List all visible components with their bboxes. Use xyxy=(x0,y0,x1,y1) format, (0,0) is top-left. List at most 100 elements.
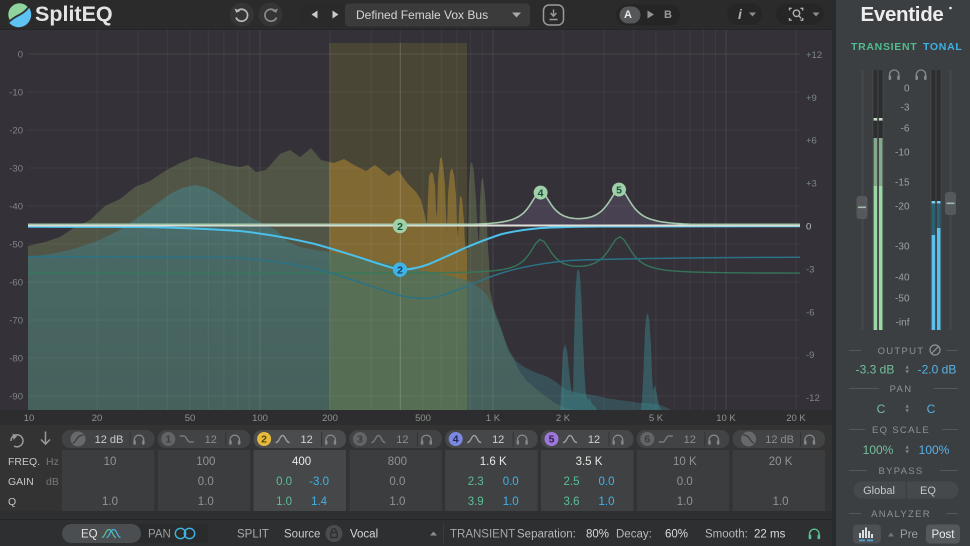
svg-text:-30: -30 xyxy=(895,242,910,253)
svg-text:2: 2 xyxy=(261,434,267,446)
svg-text:EQ: EQ xyxy=(81,529,98,541)
svg-text:Vocal: Vocal xyxy=(350,529,378,541)
svg-text:Hz: Hz xyxy=(46,456,59,468)
svg-text:3.9: 3.9 xyxy=(468,496,484,508)
svg-text:GAIN: GAIN xyxy=(8,476,34,488)
svg-text:60%: 60% xyxy=(665,529,688,541)
svg-text:0.0: 0.0 xyxy=(677,476,693,488)
svg-text:Smooth:: Smooth: xyxy=(705,529,748,541)
svg-text:1.0: 1.0 xyxy=(389,496,405,508)
svg-text:5: 5 xyxy=(616,184,622,196)
svg-text:+9: +9 xyxy=(806,93,817,104)
svg-text:10: 10 xyxy=(24,413,35,424)
svg-text:-50: -50 xyxy=(895,294,910,305)
svg-text:3.5 K: 3.5 K xyxy=(576,456,603,468)
svg-text:-30: -30 xyxy=(9,164,23,175)
svg-text:-15: -15 xyxy=(895,178,910,189)
svg-text:SPLIT: SPLIT xyxy=(237,529,269,541)
svg-text:1.0: 1.0 xyxy=(276,496,292,508)
svg-text:12 dB: 12 dB xyxy=(765,434,794,446)
svg-text:1.0: 1.0 xyxy=(198,496,214,508)
svg-text:2: 2 xyxy=(397,221,403,233)
svg-text:Separation:: Separation: xyxy=(517,529,576,541)
svg-text:-2.0 dB: -2.0 dB xyxy=(918,363,957,377)
svg-text:+6: +6 xyxy=(806,136,817,147)
svg-text:EQ SCALE: EQ SCALE xyxy=(872,425,930,436)
svg-text:12: 12 xyxy=(492,434,504,446)
svg-text:0: 0 xyxy=(806,222,811,233)
svg-text:Global: Global xyxy=(863,485,895,497)
svg-text:12: 12 xyxy=(205,434,217,446)
svg-text:1.0: 1.0 xyxy=(599,496,615,508)
svg-text:ANALYZER: ANALYZER xyxy=(871,509,931,520)
svg-text:-40: -40 xyxy=(9,202,23,213)
svg-text:TONAL: TONAL xyxy=(923,41,962,53)
svg-text:0.0: 0.0 xyxy=(599,476,615,488)
svg-text:2 K: 2 K xyxy=(556,413,571,424)
svg-text:OUTPUT: OUTPUT xyxy=(878,346,925,357)
svg-text:12: 12 xyxy=(396,434,408,446)
svg-text:1.0: 1.0 xyxy=(102,496,118,508)
svg-text:20 K: 20 K xyxy=(786,413,806,424)
svg-text:-3.0: -3.0 xyxy=(309,476,329,488)
svg-text:2.3: 2.3 xyxy=(468,476,484,488)
svg-text:-inf: -inf xyxy=(896,318,910,329)
svg-text:5 K: 5 K xyxy=(649,413,664,424)
svg-text:0.0: 0.0 xyxy=(198,476,214,488)
svg-text:TRANSIENT: TRANSIENT xyxy=(450,529,515,541)
svg-text:12 dB: 12 dB xyxy=(95,434,124,446)
svg-text:+12: +12 xyxy=(806,50,822,61)
svg-text:500: 500 xyxy=(415,413,431,424)
svg-text:-80: -80 xyxy=(9,354,23,365)
svg-text:-6: -6 xyxy=(806,307,814,318)
svg-text:Pre: Pre xyxy=(900,529,918,541)
svg-text:-12: -12 xyxy=(806,393,820,404)
svg-text:-10: -10 xyxy=(895,148,910,159)
svg-text:1.0: 1.0 xyxy=(773,496,789,508)
svg-text:20: 20 xyxy=(92,413,103,424)
svg-text:TRANSIENT: TRANSIENT xyxy=(851,41,917,53)
svg-text:1 K: 1 K xyxy=(486,413,501,424)
svg-text:5: 5 xyxy=(549,434,555,446)
svg-text:FREQ.: FREQ. xyxy=(8,456,40,468)
svg-text:1: 1 xyxy=(165,434,171,446)
svg-text:-20: -20 xyxy=(9,126,23,137)
svg-text:Q: Q xyxy=(8,496,16,508)
svg-text:100%: 100% xyxy=(863,443,894,457)
svg-text:-50: -50 xyxy=(9,240,23,251)
svg-text:100%: 100% xyxy=(919,443,950,457)
svg-text:10 K: 10 K xyxy=(716,413,736,424)
svg-text:400: 400 xyxy=(292,456,311,468)
svg-text:BYPASS: BYPASS xyxy=(878,466,923,477)
svg-text:20 K: 20 K xyxy=(769,456,793,468)
svg-text:3: 3 xyxy=(357,434,363,446)
svg-text:-20: -20 xyxy=(895,202,910,213)
svg-text:1.0: 1.0 xyxy=(677,496,693,508)
svg-text:C: C xyxy=(927,402,936,416)
svg-text:-10: -10 xyxy=(9,88,23,99)
svg-text:3.6: 3.6 xyxy=(564,496,580,508)
svg-text:6: 6 xyxy=(644,434,650,446)
svg-text:-40: -40 xyxy=(895,273,910,284)
svg-text:EQ: EQ xyxy=(920,485,936,497)
svg-text:0: 0 xyxy=(904,84,910,95)
svg-text:12: 12 xyxy=(300,434,312,446)
svg-text:PAN: PAN xyxy=(148,529,171,541)
svg-text:800: 800 xyxy=(388,456,407,468)
svg-text:100: 100 xyxy=(252,413,268,424)
svg-text:-3: -3 xyxy=(806,264,814,275)
svg-text:4: 4 xyxy=(538,187,544,199)
svg-text:Decay:: Decay: xyxy=(616,529,652,541)
svg-text:-70: -70 xyxy=(9,316,23,327)
svg-text:0.0: 0.0 xyxy=(389,476,405,488)
svg-text:-9: -9 xyxy=(806,350,814,361)
svg-text:10 K: 10 K xyxy=(673,456,697,468)
svg-text:12: 12 xyxy=(588,434,600,446)
svg-text:4: 4 xyxy=(453,434,459,446)
svg-text:Post: Post xyxy=(931,529,955,541)
svg-text:-60: -60 xyxy=(9,278,23,289)
svg-text:0.0: 0.0 xyxy=(503,476,519,488)
svg-text:-6: -6 xyxy=(901,124,910,135)
svg-text:0.0: 0.0 xyxy=(276,476,292,488)
svg-text:200: 200 xyxy=(322,413,338,424)
